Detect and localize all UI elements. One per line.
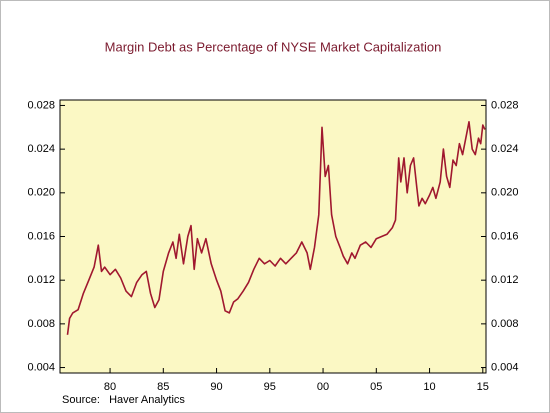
x-tick-label: 85: [157, 381, 169, 393]
x-tick-label: 00: [317, 381, 329, 393]
y2-tick-label: 0.024: [491, 143, 519, 155]
x-tick-label: 95: [264, 381, 276, 393]
data-line: [66, 121, 486, 335]
y-tick-label: 0.020: [27, 187, 55, 199]
y-tick-label: 0.008: [27, 318, 55, 330]
plot-area: [60, 100, 486, 373]
y-tick-label: 0.016: [27, 230, 55, 242]
y-tick-label: 0.012: [27, 274, 55, 286]
x-tick-label: 80: [104, 381, 116, 393]
chart-title: Margin Debt as Percentage of NYSE Market…: [105, 39, 442, 54]
x-tick-label: 05: [370, 381, 382, 393]
plot-border: [59, 99, 487, 374]
y2-tick-label: 0.004: [491, 361, 519, 373]
y2-tick-label: 0.012: [491, 274, 519, 286]
y-tick-label: 0.028: [27, 99, 55, 111]
y2-tick-label: 0.008: [491, 318, 519, 330]
y-tick-label: 0.004: [27, 361, 55, 373]
x-tick-label: 90: [210, 381, 222, 393]
source-note: Source: Haver Analytics: [62, 394, 185, 406]
y2-tick-label: 0.016: [491, 230, 519, 242]
y2-tick-label: 0.020: [491, 187, 519, 199]
y2-tick-label: 0.028: [491, 99, 519, 111]
x-tick-label: 15: [477, 381, 489, 393]
y-tick-label: 0.024: [27, 143, 55, 155]
x-tick-label: 10: [423, 381, 435, 393]
